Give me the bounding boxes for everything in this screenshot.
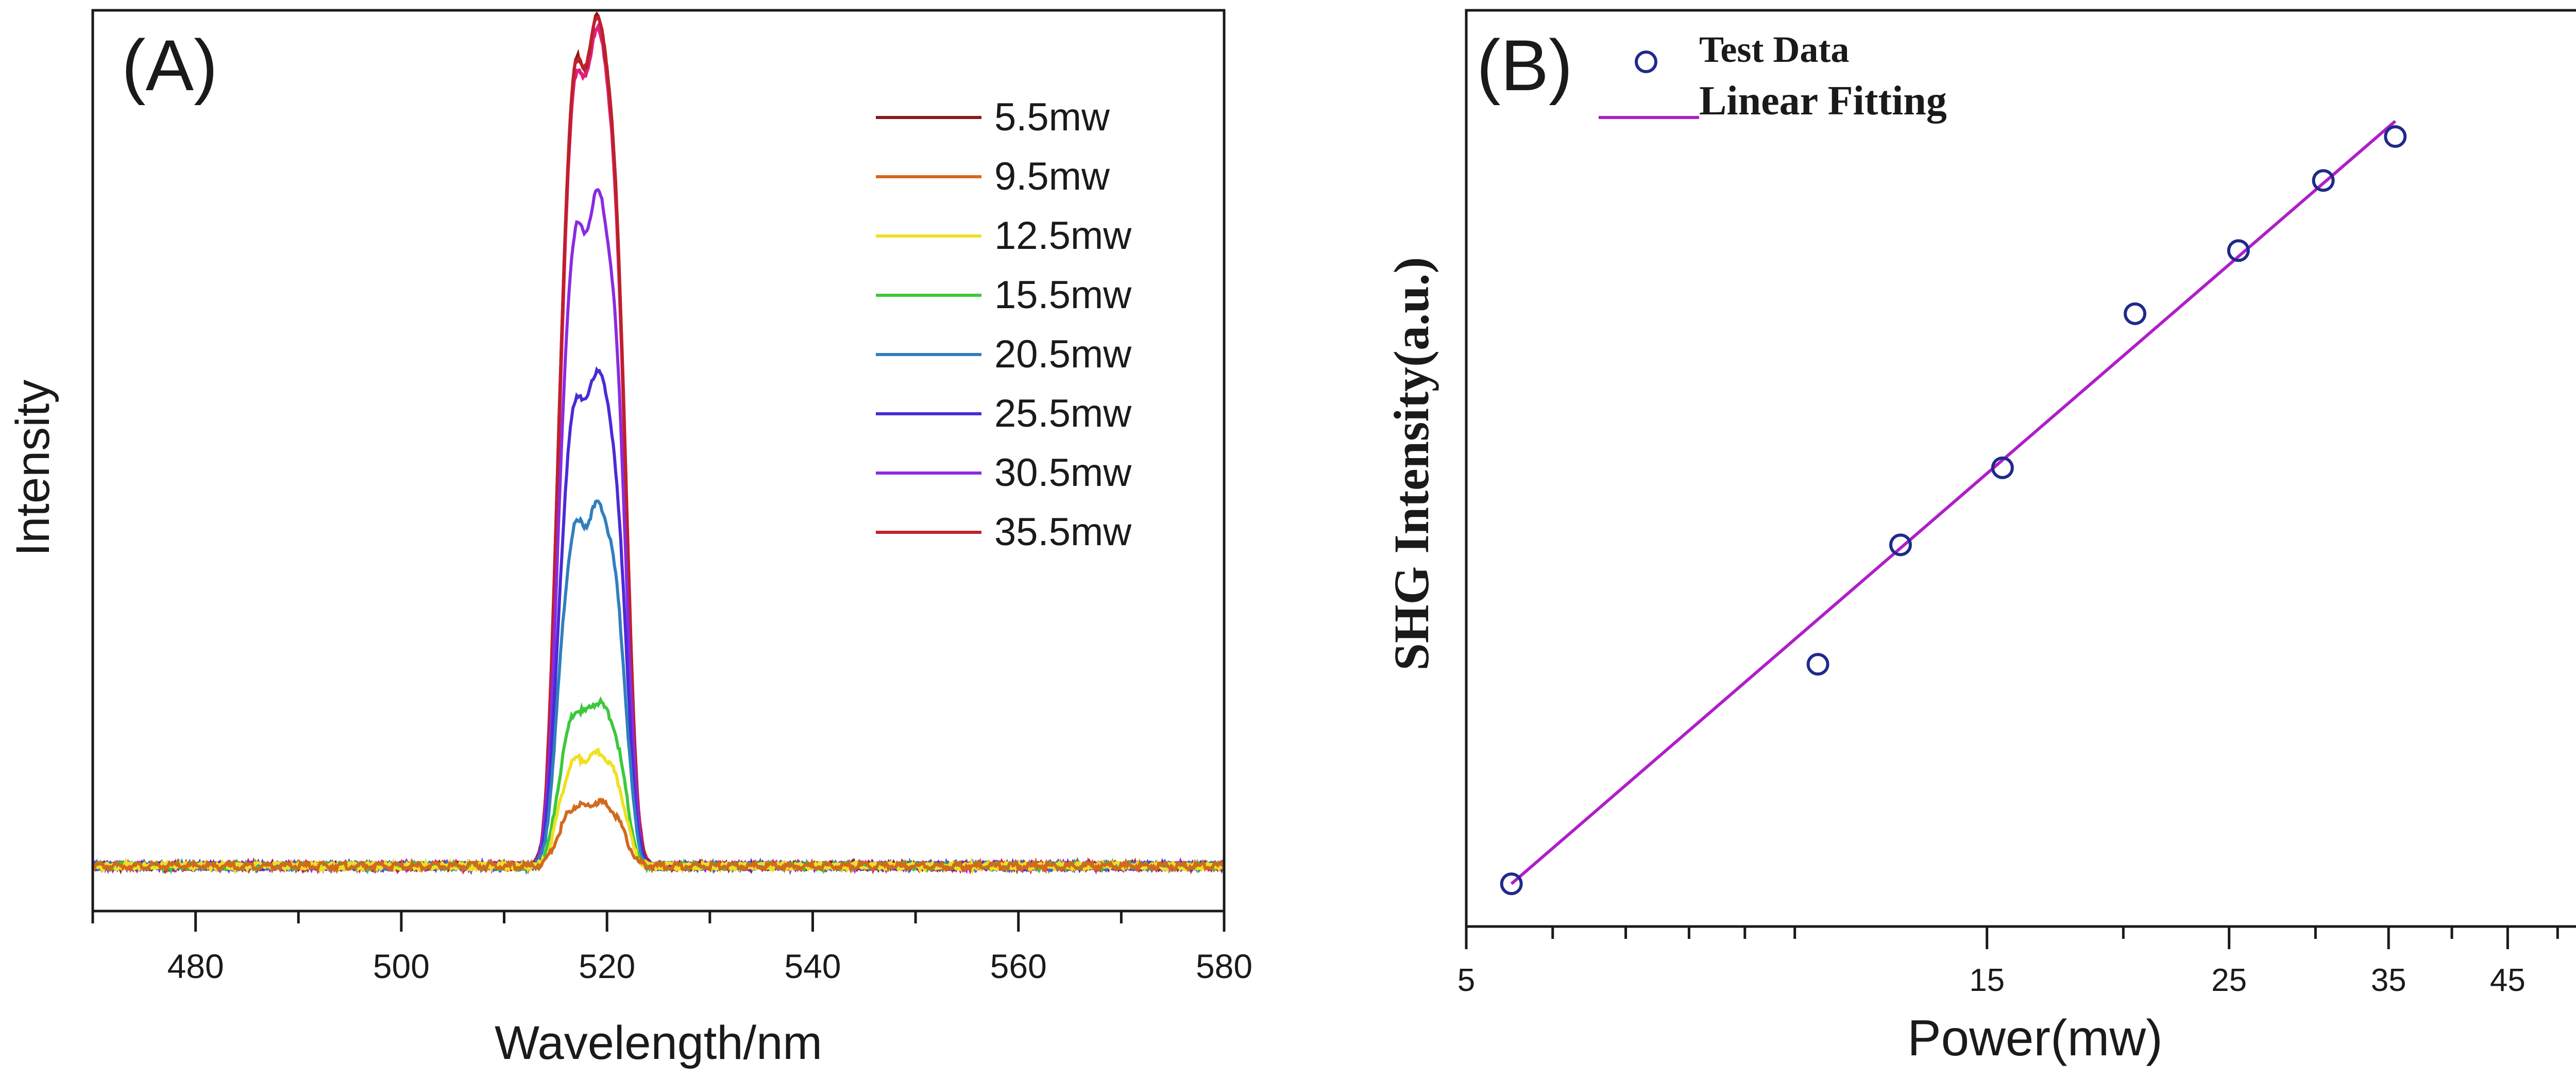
panel-a: 480 500 520 540 560 580 (A) Wavelength/nm Int… [7, 9, 1252, 1069]
panel-a-legend-label: 30.5mw [994, 451, 1132, 495]
panel-a-x-ticks: 480 500 520 540 560 580 [91, 911, 1252, 985]
panel-b-x-tick-label: 15 [1969, 963, 2005, 998]
panel-b-legend: Test Data Linear Fitting [1599, 29, 1947, 124]
panel-a-x-tick-label: 580 [1196, 947, 1252, 985]
panel-a-legend-label: 15.5mw [994, 273, 1132, 317]
panel-a-x-tick-label: 500 [373, 947, 430, 985]
panel-b-y-axis-title: SHG Intensity(a.u.) [1384, 257, 1439, 671]
panel-b-data-point [1500, 872, 1523, 896]
panel-b-data-point [2384, 125, 2407, 148]
panel-a-legend-label: 25.5mw [994, 392, 1132, 435]
panel-b-data-point [2227, 239, 2250, 262]
panel-b-legend-marker [1635, 50, 1657, 73]
panel-a-x-tick-label: 560 [990, 947, 1047, 985]
panel-a-label: (A) [122, 25, 218, 106]
panel-b-x-axis-title: Power(mw) [1907, 1009, 2162, 1066]
panel-a-legend-label: 20.5mw [994, 332, 1132, 376]
panel-b-x-tick-label: 35 [2371, 963, 2406, 998]
panel-a-x-tick-label: 540 [784, 947, 841, 985]
panel-a-frame [91, 9, 1226, 913]
panel-b-frame [1465, 9, 2576, 928]
panel-a-x-tick-label: 480 [167, 947, 224, 985]
panel-a-series-line [91, 696, 1226, 875]
panel-a-x-axis-title: Wavelength/nm [495, 1017, 822, 1069]
panel-b-legend-label: Linear Fitting [1699, 78, 1947, 124]
panel-a-series-line [92, 747, 1226, 875]
panel-b-data-point [2312, 169, 2335, 192]
panel-a-legend-label: 9.5mw [994, 155, 1110, 198]
panel-a-legend-label: 5.5mw [994, 95, 1110, 139]
panel-b-data-point [2124, 302, 2147, 325]
panel-a-series-line [92, 797, 1225, 874]
panel-a-series-line [92, 499, 1225, 875]
panel-b-plot [1500, 120, 2407, 896]
panel-a-series-line [92, 366, 1225, 874]
panel-a-legend-label: 12.5mw [994, 214, 1132, 258]
panel-b-data-point [1991, 456, 2014, 479]
panel-b-x-tick-label: 25 [2211, 963, 2247, 998]
panel-b-data-point [1889, 533, 1912, 557]
panel-b-x-tick-label: 45 [2490, 963, 2526, 998]
panel-b: 5 15 25 35 45 (B) Power(mw) SHG Intensity(a.… [1384, 9, 2576, 1066]
panel-b-x-ticks: 5 15 25 35 45 [1458, 927, 2559, 998]
panel-b-label: (B) [1477, 25, 1573, 106]
panel-a-legend: 5.5mw 9.5mw 12.5mw 15.5mw 20.5mw 25.5mw 30.5mw… [876, 95, 1132, 554]
panel-b-fit-line [1510, 120, 2397, 885]
panel-a-envelope-line [91, 22, 1226, 875]
panel-a-x-tick-label: 520 [579, 947, 635, 985]
panel-b-x-tick-label: 5 [1458, 963, 1475, 998]
panel-a-legend-label: 35.5mw [994, 510, 1132, 554]
panel-a-series-line [91, 11, 1225, 875]
panel-b-data-point [1806, 653, 1829, 676]
panel-a-spectra [91, 11, 1226, 875]
panel-a-y-axis-title: Intensity [7, 380, 59, 557]
panel-a-series-line [91, 15, 1226, 874]
panel-b-legend-label: Test Data [1699, 29, 1849, 70]
